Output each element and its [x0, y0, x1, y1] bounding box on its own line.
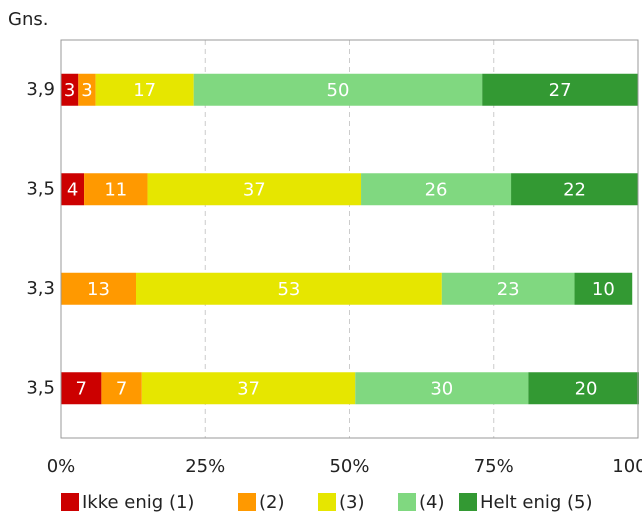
y-tick-label: 3,5 [26, 178, 55, 199]
value-label: 22 [563, 179, 586, 200]
x-tick-label: 75% [474, 456, 514, 477]
legend-label: (3) [339, 492, 365, 513]
value-label: 7 [75, 378, 86, 399]
bars: 3 3 17 50 27 4 11 37 26 22 13 53 23 10 7 7 37 30 20 [61, 73, 639, 405]
x-tick-label: 100% [612, 456, 642, 477]
bar-segment [61, 173, 85, 206]
bar-segment [441, 272, 575, 305]
x-tick-label: 50% [329, 456, 369, 477]
x-tick-label: 25% [185, 456, 225, 477]
value-label: 27 [549, 80, 572, 101]
legend-swatch [238, 493, 256, 511]
x-tick-label: 0% [47, 456, 76, 477]
legend-label: Ikke enig (1) [82, 492, 194, 513]
bar-segment [61, 73, 79, 106]
legend-swatch [459, 493, 477, 511]
bar-segment [95, 73, 194, 106]
bar-segment [147, 173, 362, 206]
bar-segment [141, 372, 356, 405]
value-label: 4 [67, 179, 78, 200]
y-tick-label: 3,9 [26, 79, 55, 100]
legend-label: (4) [419, 492, 445, 513]
value-label: 53 [277, 279, 300, 300]
value-label: 3 [64, 80, 75, 101]
value-label: 17 [133, 80, 156, 101]
value-label: 11 [104, 179, 127, 200]
bar-segment [101, 372, 142, 405]
plot-frame [60, 39, 639, 439]
bar-segment [61, 272, 137, 305]
value-label: 3 [81, 80, 92, 101]
bar-segment [136, 272, 442, 305]
bar-segment [528, 372, 639, 405]
legend-swatch [398, 493, 416, 511]
bar-segment [355, 372, 529, 405]
legend-swatch [61, 493, 79, 511]
bar-segment [78, 73, 96, 106]
y-tick-label: 3,5 [26, 377, 55, 398]
value-label: 50 [327, 80, 350, 101]
value-label: 37 [243, 179, 266, 200]
bar-segment [482, 73, 638, 106]
bar-segment [361, 173, 512, 206]
value-label: 26 [425, 179, 448, 200]
legend-label: (2) [259, 492, 285, 513]
value-label: 13 [87, 279, 110, 300]
value-label: 7 [116, 378, 127, 399]
y-axis-title: Gns. [8, 9, 48, 30]
y-tick-label: 3,3 [26, 278, 55, 299]
bar-segment [193, 73, 483, 106]
bar-segment [574, 272, 633, 305]
value-label: 23 [497, 279, 520, 300]
value-label: 30 [430, 378, 453, 399]
legend-label: Helt enig (5) [480, 492, 593, 513]
value-label: 10 [592, 279, 615, 300]
bar-segment [84, 173, 148, 206]
value-label: 20 [575, 378, 598, 399]
bar-segment [61, 372, 102, 405]
value-label: 37 [237, 378, 260, 399]
bar-segment [511, 173, 638, 206]
legend-swatch [318, 493, 336, 511]
